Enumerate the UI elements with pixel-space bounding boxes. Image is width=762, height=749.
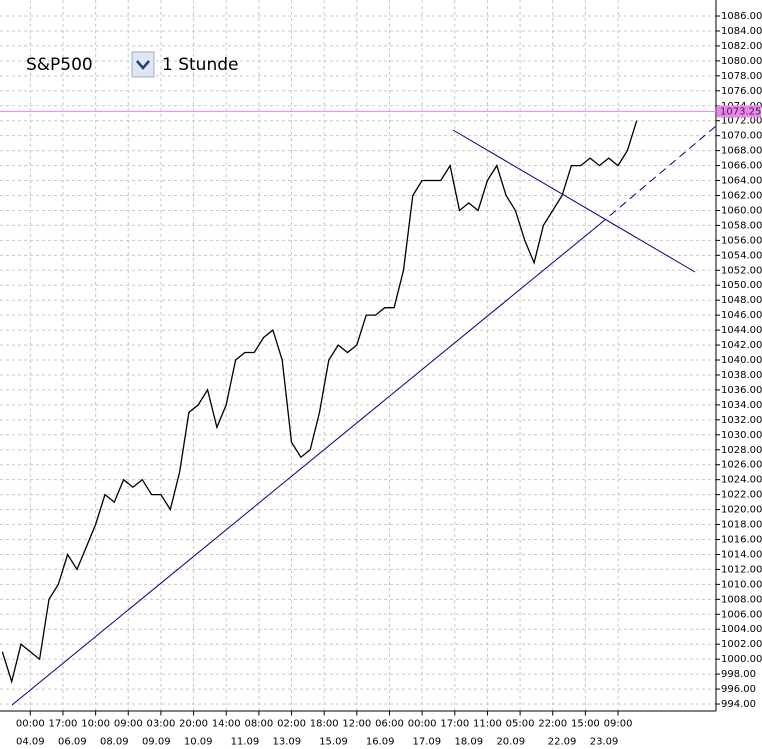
y-tick-label: 1076.00 <box>721 86 762 97</box>
x-tick-label: 11:00 <box>473 719 502 730</box>
x-tick-label: 09:00 <box>604 719 633 730</box>
current-price-label: 1073.25 <box>720 106 761 117</box>
x-tick-label: 17:00 <box>440 719 469 730</box>
x-tick-label: 15:00 <box>571 719 600 730</box>
y-tick-label: 1078.00 <box>721 71 762 82</box>
y-tick-label: 1044.00 <box>721 325 762 336</box>
x-tick-label: 14:00 <box>212 719 241 730</box>
x-tick-label: 05:00 <box>506 719 535 730</box>
y-tick-label: 998.00 <box>721 669 756 680</box>
date-label: 10.09 <box>184 737 213 748</box>
date-label: 08.09 <box>100 737 129 748</box>
y-tick-label: 996.00 <box>721 684 756 695</box>
date-label: 15.09 <box>319 737 348 748</box>
y-tick-label: 1030.00 <box>721 430 762 441</box>
dropdown-arrow <box>136 60 150 70</box>
date-label: 13.09 <box>273 737 302 748</box>
x-tick-label: 08:00 <box>244 719 273 730</box>
y-tick-label: 1064.00 <box>721 176 762 187</box>
y-tick-label: 1060.00 <box>721 205 762 216</box>
y-tick-label: 1026.00 <box>721 460 762 471</box>
y-tick-label: 1014.00 <box>721 549 762 560</box>
x-tick-label: 20:00 <box>179 719 208 730</box>
trend-line <box>452 129 696 273</box>
date-label: 16.09 <box>366 737 395 748</box>
y-tick-label: 1012.00 <box>721 564 762 575</box>
y-tick-label: 1084.00 <box>721 26 762 37</box>
y-tick-label: 1072.00 <box>721 116 762 127</box>
date-label: 09.09 <box>142 737 171 748</box>
grid <box>0 0 716 712</box>
y-tick-label: 1040.00 <box>721 355 762 366</box>
y-tick-label: 1018.00 <box>721 520 762 531</box>
y-tick-label: 1080.00 <box>721 56 762 67</box>
x-tick-label: 09:00 <box>114 719 143 730</box>
current-price-box <box>717 105 761 118</box>
y-tick-label: 1036.00 <box>721 385 762 396</box>
y-tick-label: 1006.00 <box>721 609 762 620</box>
y-tick-label: 1066.00 <box>721 161 762 172</box>
x-tick-label: 06:00 <box>375 719 404 730</box>
y-tick-label: 1050.00 <box>721 280 762 291</box>
y-tick-label: 1052.00 <box>721 265 762 276</box>
date-label: 22.09 <box>548 737 577 748</box>
date-label: 23.09 <box>590 737 619 748</box>
x-tick-label: 10:00 <box>81 719 110 730</box>
x-tick-label: 03:00 <box>147 719 176 730</box>
date-label: 06.09 <box>58 737 87 748</box>
x-tick-label: 02:00 <box>277 719 306 730</box>
y-tick-label: 1086.00 <box>721 11 762 22</box>
y-tick-label: 1016.00 <box>721 534 762 545</box>
y-tick-label: 1056.00 <box>721 235 762 246</box>
date-label: 18.09 <box>454 737 483 748</box>
y-tick-label: 1024.00 <box>721 475 762 486</box>
trend-line <box>11 223 601 706</box>
y-tick-label: 1004.00 <box>721 624 762 635</box>
y-tick-label: 1038.00 <box>721 370 762 381</box>
y-tick-label: 1022.00 <box>721 490 762 501</box>
y-tick-label: 1042.00 <box>721 340 762 351</box>
symbol: S&P500 <box>26 55 93 75</box>
y-tick-label: 1070.00 <box>721 131 762 142</box>
x-tick-label: 00:00 <box>408 719 437 730</box>
y-tick-label: 1002.00 <box>721 639 762 650</box>
y-tick-label: 1032.00 <box>721 415 762 426</box>
y-tick-label: 1020.00 <box>721 505 762 516</box>
y-tick-label: 1028.00 <box>721 445 762 456</box>
x-tick-label: 12:00 <box>342 719 371 730</box>
x-tick-label: 18:00 <box>310 719 339 730</box>
dropdown[interactable] <box>131 51 155 78</box>
y-tick-label: 1046.00 <box>721 310 762 321</box>
y-tick-label: 1000.00 <box>721 654 762 665</box>
date-label: 17.09 <box>412 737 441 748</box>
y-tick-label: 994.00 <box>721 699 756 710</box>
y-tick-label: 1034.00 <box>721 400 762 411</box>
y-tick-label: 1062.00 <box>721 190 762 201</box>
plot <box>1 120 638 684</box>
price-line <box>1 120 638 684</box>
timeframe: 1 Stunde <box>162 55 238 75</box>
y-tick-label: 1048.00 <box>721 295 762 306</box>
y-tick-label: 1082.00 <box>721 41 762 52</box>
y-tick-label: 1058.00 <box>721 220 762 231</box>
date-label: 04.09 <box>16 737 45 748</box>
x-tick-label: 22:00 <box>538 719 567 730</box>
x-tick-label: 17:00 <box>49 719 78 730</box>
date-label: 11.09 <box>231 737 260 748</box>
y-tick-label: 1054.00 <box>721 250 762 261</box>
y-tick-label: 1010.00 <box>721 579 762 590</box>
y-tick-label: 1008.00 <box>721 594 762 605</box>
y-tick-label: 1068.00 <box>721 146 762 157</box>
x-tick-label: 00:00 <box>16 719 45 730</box>
date-label: 20.09 <box>496 737 525 748</box>
